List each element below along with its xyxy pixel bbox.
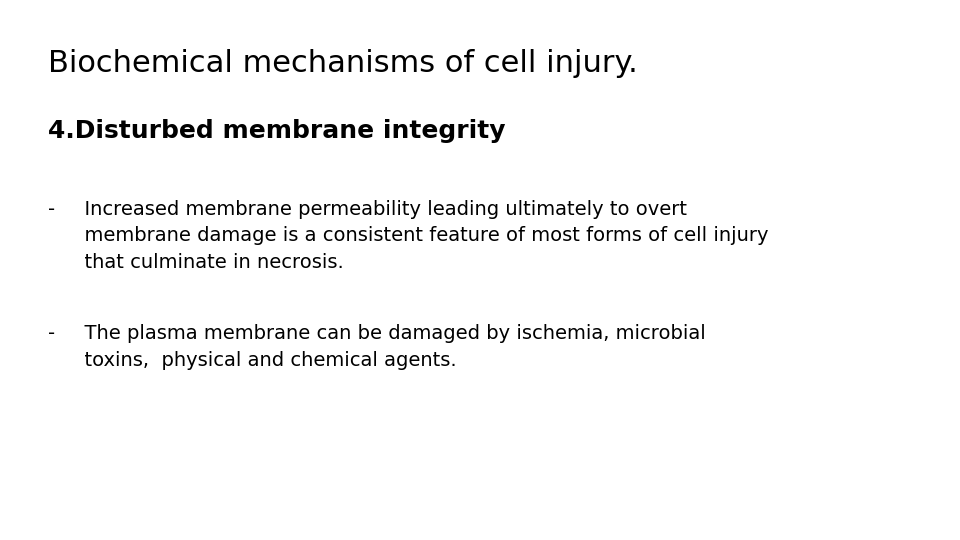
Text: Increased membrane permeability leading ultimately to overt
  membrane damage is: Increased membrane permeability leading … — [72, 200, 769, 272]
Text: -: - — [48, 200, 55, 219]
Text: Biochemical mechanisms of cell injury.: Biochemical mechanisms of cell injury. — [48, 49, 637, 78]
Text: The plasma membrane can be damaged by ischemia, microbial
  toxins,  physical an: The plasma membrane can be damaged by is… — [72, 324, 706, 369]
Text: -: - — [48, 324, 55, 343]
Text: 4.Disturbed membrane integrity: 4.Disturbed membrane integrity — [48, 119, 506, 143]
